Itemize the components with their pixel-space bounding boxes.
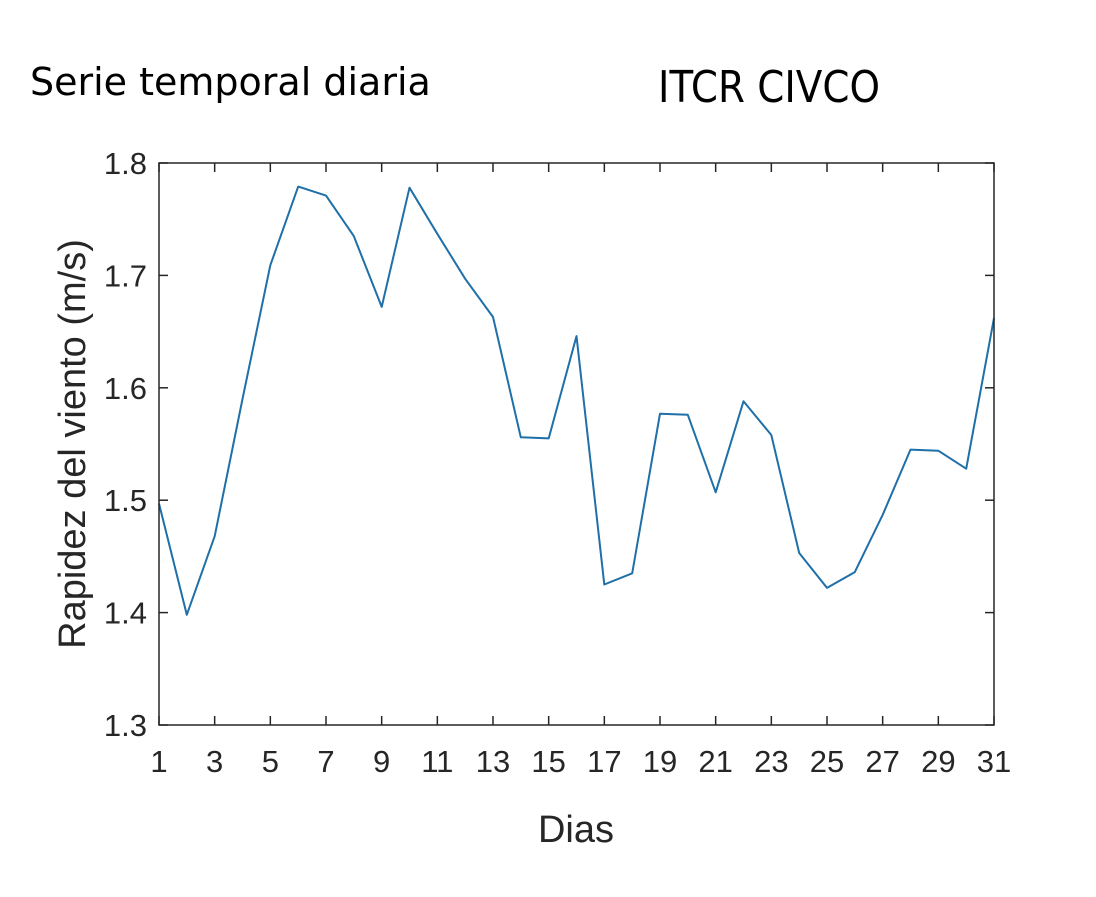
y-tick-label: 1.4: [104, 596, 147, 631]
chart-title-right: ITCR CIVCO: [658, 62, 880, 113]
x-tick-label: 3: [206, 744, 223, 779]
x-axis-label: Dias: [538, 809, 614, 851]
y-tick-label: 1.5: [104, 483, 147, 518]
x-tick-label: 23: [754, 744, 788, 779]
x-tick-label: 19: [643, 744, 677, 779]
y-tick-label: 1.7: [104, 258, 147, 293]
y-tick-label: 1.6: [104, 371, 147, 406]
x-tick-label: 11: [421, 744, 453, 779]
x-tick-label: 21: [698, 744, 732, 779]
x-tick-label: 29: [921, 744, 955, 779]
x-tick-label: 27: [865, 744, 899, 779]
y-axis: 1.3 1.4 1.5 1.6 1.7 1.8: [104, 146, 994, 743]
x-axis: 1 3 5 7 9 11 13 15 17 19 21 23 25 27 29 31: [150, 163, 1011, 779]
x-tick-label: 5: [262, 744, 279, 779]
x-tick-label: 9: [373, 744, 390, 779]
y-tick-label: 1.8: [104, 146, 147, 181]
chart-title-left: Serie temporal diaria: [30, 60, 431, 104]
y-tick-label: 1.3: [104, 708, 147, 743]
series-line: [158, 185, 995, 616]
y-axis-label: Rapidez del viento (m/s): [52, 239, 94, 649]
x-tick-label: 1: [150, 744, 167, 779]
x-tick-label: 31: [977, 744, 1011, 779]
x-tick-label: 13: [476, 744, 510, 779]
x-tick-label: 7: [317, 744, 334, 779]
x-tick-label: 15: [531, 744, 565, 779]
plot-area: [158, 162, 995, 726]
x-tick-label: 25: [810, 744, 844, 779]
x-tick-label: 17: [587, 744, 621, 779]
